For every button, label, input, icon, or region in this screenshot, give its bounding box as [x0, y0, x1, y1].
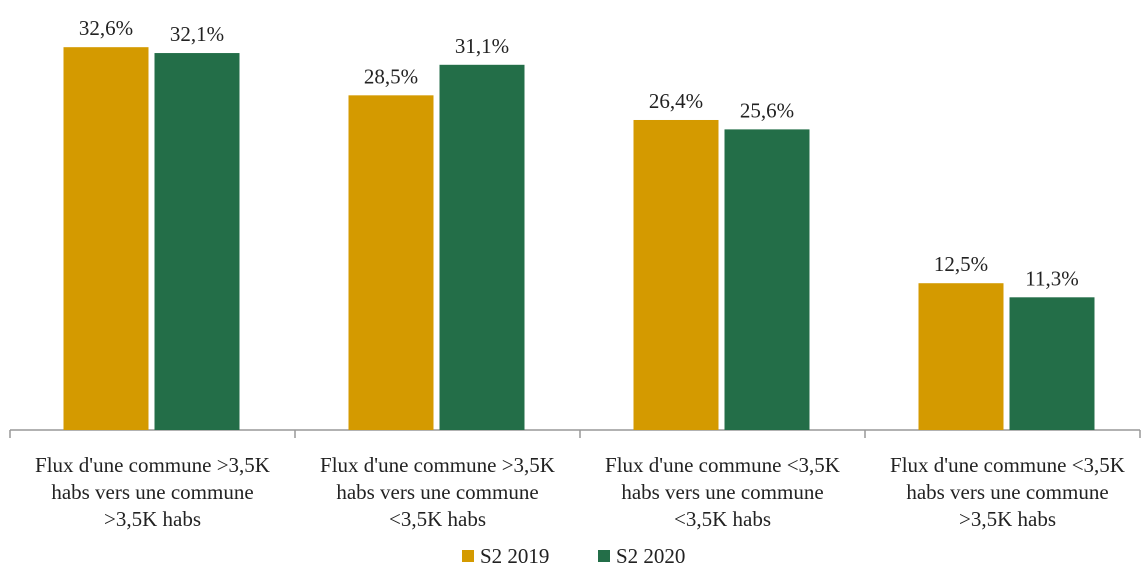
axis [9, 429, 1141, 438]
data-label: 11,3% [1025, 266, 1078, 290]
legend-swatch [598, 550, 610, 562]
bar [1009, 297, 1095, 430]
legend-label: S2 2020 [616, 544, 685, 568]
bar [63, 47, 149, 430]
x-tick-label: Flux d'une commune <3,5K habs vers une c… [605, 453, 840, 531]
bar [154, 53, 240, 430]
legend-label: S2 2019 [480, 544, 549, 568]
data-label: 26,4% [649, 89, 703, 113]
bar [918, 283, 1004, 430]
data-label: 28,5% [364, 64, 418, 88]
bar [348, 95, 434, 430]
legend-swatch [462, 550, 474, 562]
data-label: 32,6% [79, 16, 133, 40]
bar [633, 119, 719, 430]
data-label: 31,1% [455, 34, 509, 58]
data-label: 32,1% [170, 22, 224, 46]
data-label: 25,6% [740, 98, 794, 122]
data-label: 12,5% [934, 252, 988, 276]
x-tick-label: Flux d'une commune <3,5K habs vers une c… [890, 453, 1125, 531]
x-tick-label: Flux d'une commune >3,5K habs vers une c… [35, 453, 270, 531]
bar [724, 129, 810, 430]
bar [439, 64, 525, 430]
x-tick-label: Flux d'une commune >3,5K habs vers une c… [320, 453, 555, 531]
